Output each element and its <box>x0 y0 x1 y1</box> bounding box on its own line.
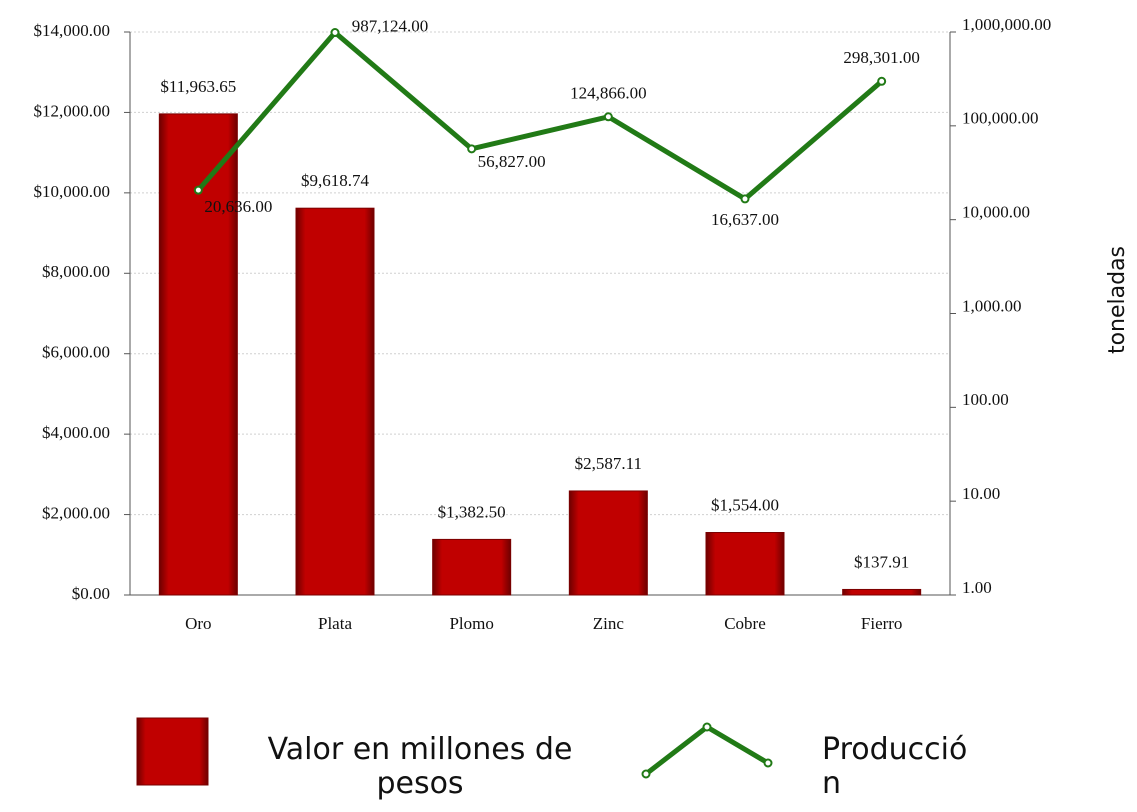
x-tick-label: Cobre <box>724 614 766 633</box>
bar-value-label: $137.91 <box>854 552 909 571</box>
line-marker <box>742 195 749 202</box>
line-value-label: 20,636.00 <box>204 197 272 216</box>
y-tick-label: $12,000.00 <box>34 101 111 120</box>
bar <box>433 539 511 595</box>
x-tick-label: Plomo <box>449 614 493 633</box>
line-value-label: 987,124.00 <box>352 16 429 35</box>
y2-tick-label: 1.00 <box>962 578 992 597</box>
line-value-label: 56,827.00 <box>478 152 546 171</box>
y-tick-label: $10,000.00 <box>34 182 111 201</box>
bar <box>569 491 647 595</box>
y-tick-label: $2,000.00 <box>42 503 110 522</box>
legend-label: Valor en millones de pesos <box>250 733 590 801</box>
y2-tick-label: 100,000.00 <box>962 109 1039 128</box>
legend-marker <box>704 724 711 731</box>
bar-value-label: $9,618.74 <box>301 171 370 190</box>
bar-value-label: $1,382.50 <box>438 502 506 521</box>
y2-tick-label: 10.00 <box>962 484 1000 503</box>
line-marker <box>332 29 339 36</box>
line-marker <box>605 113 612 120</box>
line-value-label: 124,866.00 <box>570 84 647 103</box>
y-tick-label: $8,000.00 <box>42 262 110 281</box>
line-marker <box>195 187 202 194</box>
page: toneladas $0.00 $2,000.00 $4,000.00 $6,000.… <box>0 0 1137 812</box>
line-value-label: 16,637.00 <box>711 210 779 229</box>
line-marker <box>878 78 885 85</box>
line-marker <box>468 145 475 152</box>
y-tick-label: $4,000.00 <box>42 423 110 442</box>
x-tick-label: Zinc <box>593 614 625 633</box>
y2-axis-label: toneladas <box>1105 246 1130 354</box>
x-tick-label: Plata <box>318 614 352 633</box>
legend-marker <box>643 771 650 778</box>
bar-value-label: $11,963.65 <box>160 77 236 96</box>
bar <box>843 589 921 595</box>
x-tick-label: Fierro <box>861 614 903 633</box>
y-tick-label: $6,000.00 <box>42 343 110 362</box>
y2-tick-label: 100.00 <box>962 390 1009 409</box>
chart: toneladas $0.00 $2,000.00 $4,000.00 $6,000.… <box>0 0 1137 812</box>
bar-value-label: $1,554.00 <box>711 495 779 514</box>
bar-value-label: $2,587.11 <box>575 454 642 473</box>
y2-tick-label: 10,000.00 <box>962 203 1030 222</box>
legend-marker <box>765 760 772 767</box>
y2-tick-label: 1,000,000.00 <box>962 15 1051 34</box>
legend-label: Producción <box>822 733 982 801</box>
line-value-label: 298,301.00 <box>843 48 920 67</box>
bar <box>706 533 784 595</box>
legend-swatch <box>137 718 208 785</box>
bar <box>296 208 374 595</box>
x-tick-label: Oro <box>185 614 211 633</box>
y-tick-label: $0.00 <box>72 584 110 603</box>
y-tick-label: $14,000.00 <box>34 21 111 40</box>
legend-line <box>646 727 768 774</box>
y2-tick-label: 1,000.00 <box>962 296 1022 315</box>
